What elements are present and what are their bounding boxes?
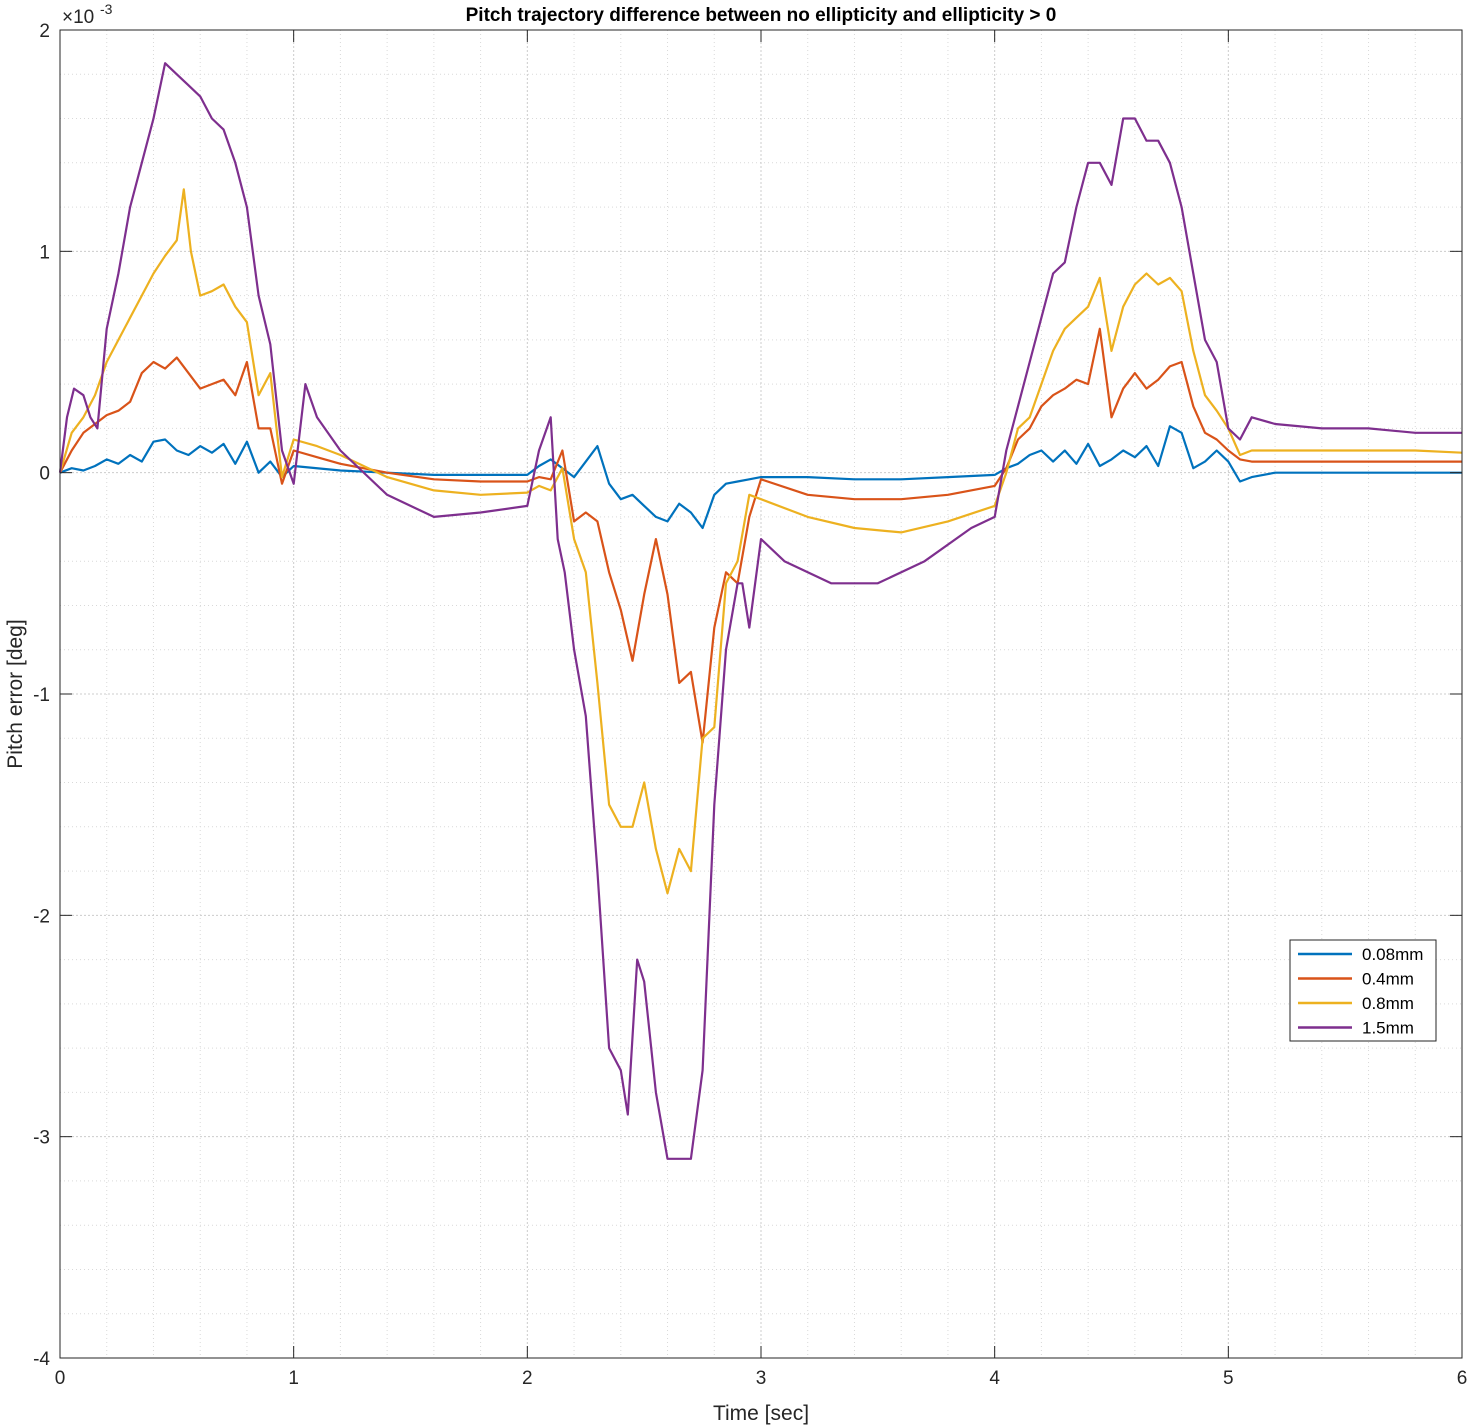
y-exponent: ×10 -3 — [62, 1, 113, 28]
tick-labels: 0 1 2 3 4 5 6 -4 -3 -2 -1 0 1 2 — [33, 21, 1467, 1389]
series-line-1.5mm — [58, 62, 1462, 1160]
y-tick-label: -1 — [33, 685, 50, 706]
legend-label: 0.4mm — [1362, 970, 1414, 989]
y-tick-label: 1 — [39, 242, 50, 263]
y-tick-label: -2 — [33, 906, 50, 927]
y-tick-label: -3 — [33, 1128, 50, 1149]
x-tick-label: 6 — [1457, 1368, 1468, 1389]
series-lines — [58, 62, 1463, 1160]
x-tick-label: 5 — [1223, 1368, 1234, 1389]
legend-label: 0.8mm — [1362, 994, 1414, 1013]
x-tick-label: 4 — [989, 1368, 1000, 1389]
series-line-0.08mm — [59, 425, 1462, 530]
y-exponent-base: ×10 — [62, 7, 94, 28]
x-axis-label: Time [sec] — [713, 1402, 809, 1425]
y-tick-label: 0 — [39, 464, 50, 485]
series-line-0.8mm — [58, 188, 1463, 895]
y-axis-label: Pitch error [deg] — [4, 619, 27, 768]
legend-label: 1.5mm — [1362, 1019, 1414, 1038]
series-line-0.4mm — [59, 327, 1462, 744]
tick-marks — [59, 29, 1463, 1359]
x-tick-label: 2 — [522, 1368, 533, 1389]
y-exponent-power: -3 — [100, 1, 113, 17]
grid — [59, 29, 1463, 1359]
legend-label: 0.08mm — [1362, 945, 1423, 964]
y-tick-label: 2 — [39, 21, 50, 42]
x-tick-label: 3 — [756, 1368, 767, 1389]
y-tick-label: -4 — [33, 1349, 50, 1370]
x-tick-label: 1 — [288, 1368, 299, 1389]
chart-title: Pitch trajectory difference between no e… — [466, 5, 1057, 26]
legend: 0.08mm 0.4mm 0.8mm 1.5mm — [1289, 939, 1437, 1042]
x-tick-label: 0 — [55, 1368, 66, 1389]
legend-box — [1289, 939, 1437, 1042]
